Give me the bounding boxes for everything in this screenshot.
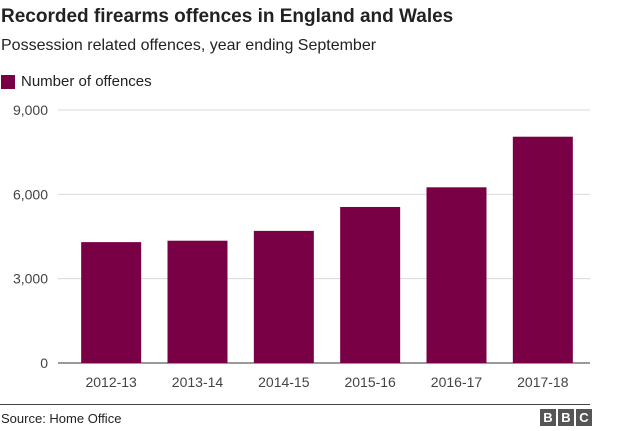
y-tick-label: 3,000 — [13, 271, 48, 287]
x-tick-label: 2016-17 — [431, 374, 483, 390]
chart-title: Recorded firearms offences in England an… — [1, 6, 454, 27]
chart-subtitle: Possession related offences, year ending… — [1, 37, 377, 54]
y-tick-label: 6,000 — [13, 186, 48, 202]
bar — [81, 242, 142, 363]
x-tick-label: 2013-14 — [172, 374, 224, 390]
bar — [167, 240, 228, 363]
bar — [426, 187, 487, 363]
legend-label: Number of offences — [21, 73, 152, 90]
bbc-logo-block: B — [558, 409, 574, 426]
legend: Number of offences — [1, 73, 152, 90]
x-tick-label: 2017-18 — [517, 374, 569, 390]
bar — [512, 136, 573, 363]
source-note: Source: Home Office — [1, 411, 122, 426]
bbc-logo: B B C — [540, 409, 592, 426]
x-tick-label: 2014-15 — [258, 374, 310, 390]
y-tick-label: 9,000 — [13, 102, 48, 118]
bbc-logo-block: B — [540, 409, 556, 426]
x-tick-label: 2015-16 — [344, 374, 396, 390]
bar — [340, 206, 401, 363]
y-tick-label: 0 — [40, 355, 48, 371]
x-tick-label: 2012-13 — [85, 374, 137, 390]
bbc-logo-block: C — [576, 409, 592, 426]
legend-swatch — [1, 74, 15, 89]
bar — [253, 230, 314, 363]
footer-divider — [0, 404, 590, 405]
